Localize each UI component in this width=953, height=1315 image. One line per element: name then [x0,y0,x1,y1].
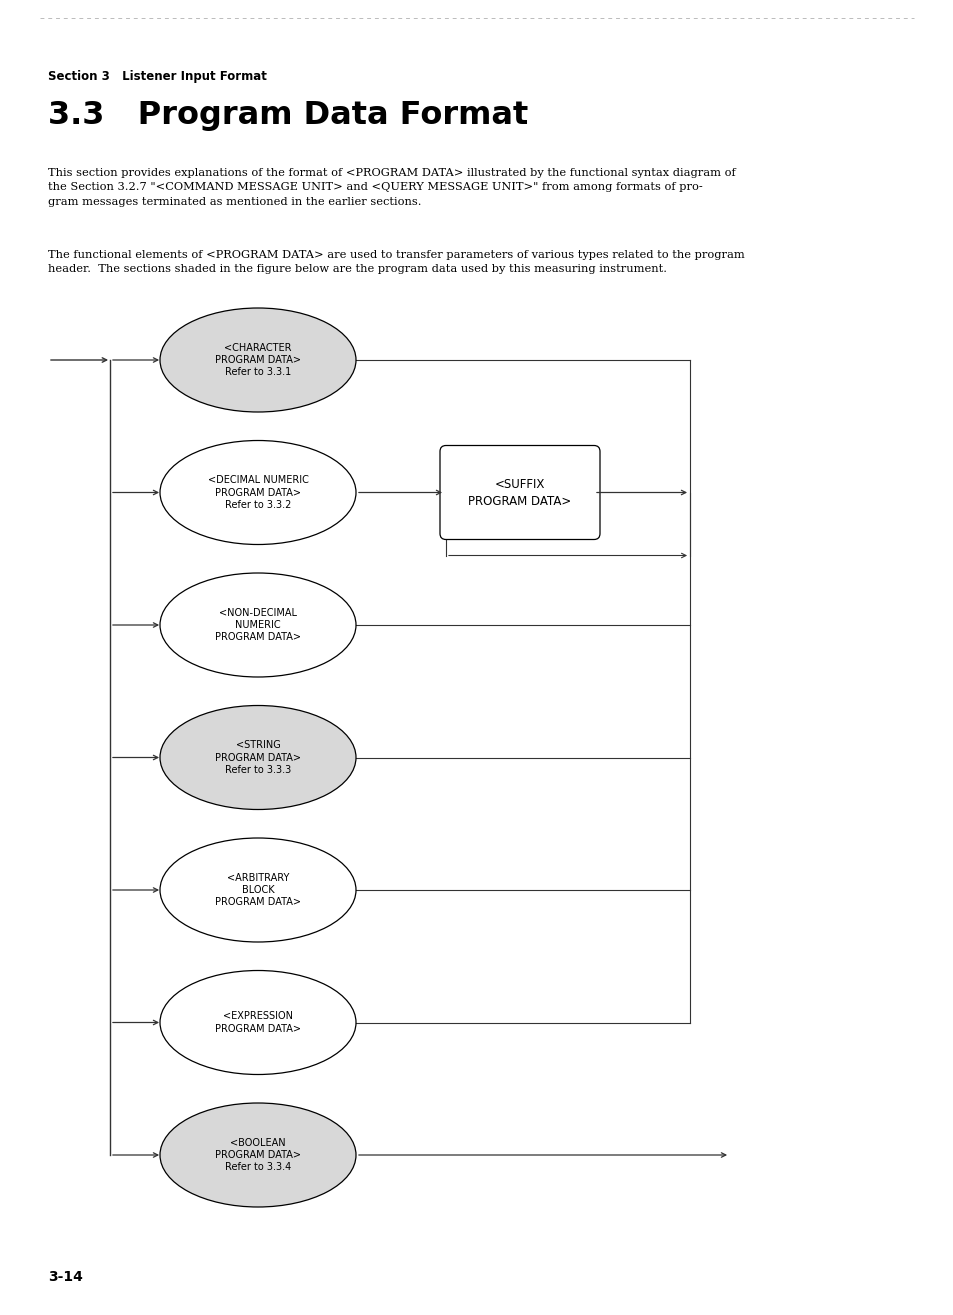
Ellipse shape [160,1103,355,1207]
Ellipse shape [160,441,355,544]
Text: <DECIMAL NUMERIC
PROGRAM DATA>
Refer to 3.3.2: <DECIMAL NUMERIC PROGRAM DATA> Refer to … [208,475,308,510]
Ellipse shape [160,308,355,412]
Text: <EXPRESSION
PROGRAM DATA>: <EXPRESSION PROGRAM DATA> [214,1011,301,1034]
Text: 3.3   Program Data Format: 3.3 Program Data Format [48,100,528,132]
FancyBboxPatch shape [439,446,599,539]
Ellipse shape [160,970,355,1074]
Text: 3-14: 3-14 [48,1270,83,1283]
Ellipse shape [160,838,355,942]
Ellipse shape [160,706,355,810]
Text: <BOOLEAN
PROGRAM DATA>
Refer to 3.3.4: <BOOLEAN PROGRAM DATA> Refer to 3.3.4 [214,1137,301,1173]
Text: Section 3   Listener Input Format: Section 3 Listener Input Format [48,70,267,83]
Text: This section provides explanations of the format of <PROGRAM DATA> illustrated b: This section provides explanations of th… [48,168,735,206]
Text: <CHARACTER
PROGRAM DATA>
Refer to 3.3.1: <CHARACTER PROGRAM DATA> Refer to 3.3.1 [214,343,301,377]
Text: <NON-DECIMAL
NUMERIC
PROGRAM DATA>: <NON-DECIMAL NUMERIC PROGRAM DATA> [214,608,301,643]
Text: The functional elements of <PROGRAM DATA> are used to transfer parameters of var: The functional elements of <PROGRAM DATA… [48,250,744,275]
Text: <ARBITRARY
BLOCK
PROGRAM DATA>: <ARBITRARY BLOCK PROGRAM DATA> [214,873,301,907]
Text: <SUFFIX
PROGRAM DATA>: <SUFFIX PROGRAM DATA> [468,477,571,508]
Ellipse shape [160,573,355,677]
Text: <STRING
PROGRAM DATA>
Refer to 3.3.3: <STRING PROGRAM DATA> Refer to 3.3.3 [214,740,301,775]
